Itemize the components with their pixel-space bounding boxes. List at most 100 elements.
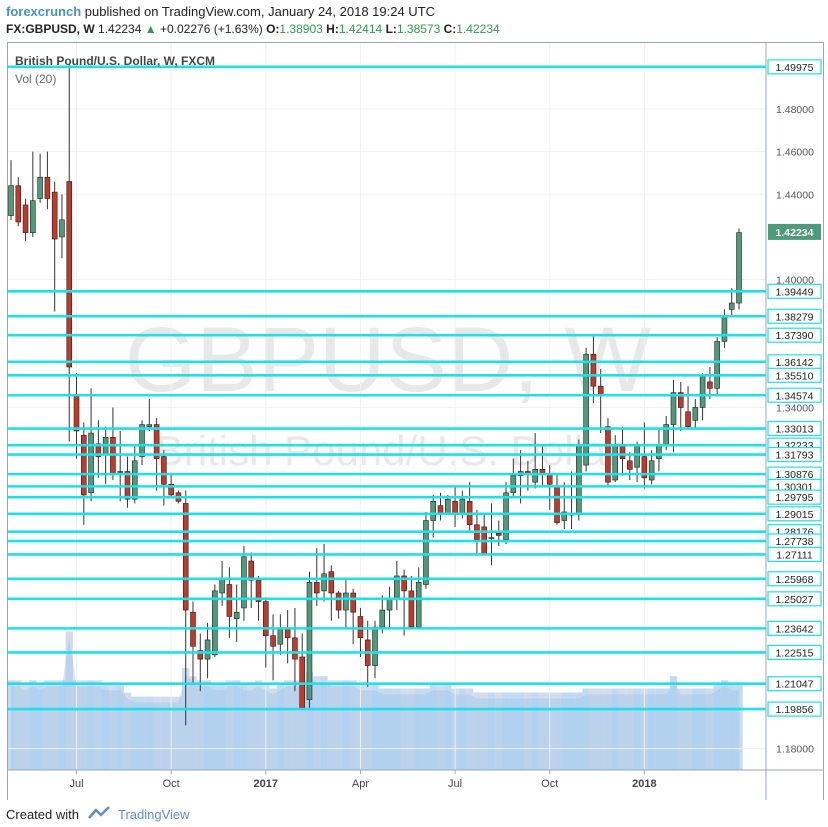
candle-body (408, 590, 415, 628)
volume-bar (131, 696, 139, 770)
candle (182, 490, 189, 726)
symbol-quote: FX:GBPUSD, W 1.42234 ▲ +0.02276 (+1.63%)… (6, 22, 500, 36)
candle (707, 366, 713, 399)
candle-body (495, 533, 502, 536)
volume-bar (240, 684, 248, 770)
candle (364, 620, 371, 687)
candle (357, 607, 364, 657)
volume-bar (385, 688, 394, 770)
candle-body (219, 577, 225, 594)
price-tick-label: 1.46000 (776, 147, 814, 159)
volume-bar (524, 692, 532, 770)
candle (124, 456, 131, 508)
open-value: 1.38903 (279, 22, 323, 36)
time-tick-label: Jul (448, 778, 462, 790)
level-label: 1.25027 (776, 594, 814, 606)
candle (685, 386, 691, 429)
volume-bar (531, 692, 539, 770)
candle-body (306, 582, 313, 700)
candle-body (619, 445, 626, 459)
volume-bar (538, 692, 547, 770)
candle (510, 458, 517, 498)
candle (233, 584, 240, 643)
price-tick-label: 1.44000 (776, 189, 814, 201)
candle (284, 610, 291, 664)
tradingview-logo-icon[interactable] (88, 805, 112, 821)
volume-bar (102, 684, 110, 770)
volume-bar (698, 688, 707, 770)
level-label-box (767, 59, 822, 75)
candle-body (677, 392, 684, 408)
candle-body (685, 411, 691, 427)
author-name[interactable]: forexcrunch (6, 4, 82, 19)
volume-bar (473, 692, 481, 770)
price-chart[interactable]: GBPUSD, W British Pound/U.S. Dollar 1.49… (7, 43, 823, 801)
candle (313, 548, 320, 606)
candle (452, 486, 458, 527)
high-label: H: (326, 22, 339, 36)
candle-body (292, 637, 298, 660)
volume-bar (160, 696, 168, 770)
chart-frame[interactable]: GBPUSD, W British Pound/U.S. Dollar 1.49… (7, 42, 824, 802)
candle-body (161, 456, 167, 485)
candle-body (692, 407, 699, 421)
candle (568, 471, 575, 530)
candle (619, 426, 626, 476)
candle (335, 590, 342, 619)
volume-bar (269, 688, 277, 770)
low-label: L: (385, 22, 397, 36)
volume-bar (735, 684, 743, 770)
grid-layer (8, 43, 766, 770)
volume-bar (655, 688, 663, 770)
volume-bar (276, 684, 284, 770)
volume-bar (378, 688, 386, 770)
candle (30, 151, 36, 237)
candle-body (117, 471, 123, 473)
level-label: 1.38279 (776, 311, 814, 323)
candle (306, 571, 313, 709)
open-label: O: (266, 22, 280, 36)
volume-bar (152, 696, 161, 770)
volume-bar (589, 688, 598, 770)
level-label: 1.30876 (776, 469, 814, 481)
volume-bar (720, 680, 729, 770)
candle-body (503, 492, 509, 541)
candle (66, 64, 73, 442)
volume-bar (728, 684, 736, 770)
price-tick-label: 1.34000 (776, 403, 814, 415)
time-tick-label: Oct (163, 778, 180, 790)
volume-bar (7, 680, 15, 770)
volume-bar (320, 676, 328, 770)
candle-body (423, 520, 429, 585)
volume-bar (116, 684, 124, 770)
level-layer: 1.49975 1.39449 1.38279 1.37390 1.361421.355… (8, 59, 822, 717)
publish-info: forexcrunch published on TradingView.com… (6, 4, 435, 19)
price-tick-label: 1.18000 (776, 744, 814, 756)
candle-body (597, 385, 604, 396)
volume-bar (247, 684, 255, 770)
symbol-name: FX:GBPUSD, W (6, 22, 95, 36)
candle-body (656, 445, 662, 459)
candle (576, 439, 582, 521)
candle (583, 347, 589, 472)
tradingview-link[interactable]: TradingView (118, 807, 190, 822)
volume-bar (582, 688, 590, 770)
level-label: 1.29015 (776, 509, 814, 521)
candle-body (372, 626, 378, 666)
candle-body (270, 635, 276, 647)
price-axis[interactable]: 1.48000 1.46000 1.44000 1.40000 1.34000 1.180… (768, 104, 821, 756)
candle-body (44, 176, 51, 199)
candle-body (721, 315, 728, 342)
close-label: C: (443, 22, 457, 36)
volume-bar (123, 692, 132, 770)
level-label: 1.33013 (776, 424, 814, 436)
candle-body (233, 611, 240, 619)
candle-body (168, 483, 174, 496)
candle-body (131, 460, 138, 500)
time-axis[interactable]: Jul Oct 2017 Apr Jul Oct 2018 (69, 770, 657, 790)
current-price-box (768, 223, 821, 240)
candle-body (37, 176, 43, 199)
candle-body (554, 486, 560, 523)
volume-bar (189, 676, 197, 770)
candle (736, 228, 742, 310)
